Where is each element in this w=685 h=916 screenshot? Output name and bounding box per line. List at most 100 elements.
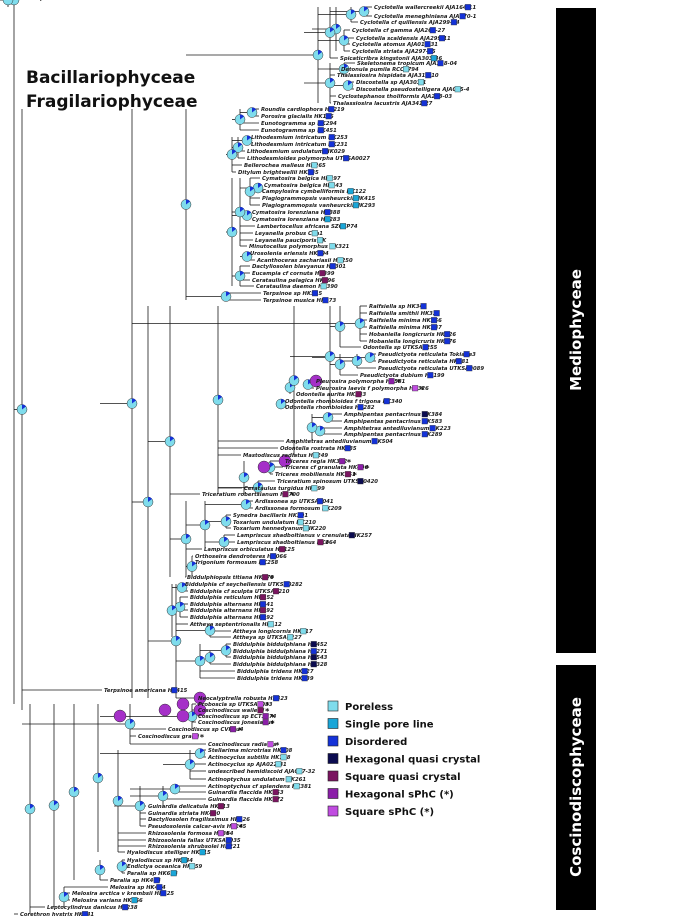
sphc-asterisk: * [270, 719, 275, 728]
ancestral-state-wedge [132, 398, 136, 404]
taxon-tip: Lampriscus shadboltianus v crenulata HK2… [237, 532, 372, 539]
taxon-tip: Porosira glacialis HK115 [261, 113, 334, 120]
taxon-tip: Pseudictyota reticulata HK281 [378, 358, 469, 365]
taxon-label: Ralfsiella sp HK341 [369, 304, 427, 310]
taxon-tip: Cymatosira lorenziana HK283 [252, 216, 341, 223]
taxon-tip: Terpsinoe americana HK415 [104, 687, 188, 694]
legend-swatch [327, 770, 339, 782]
nanostructure-swatch [352, 195, 359, 202]
ancestral-state-wedge [232, 227, 236, 232]
nanostructure-swatch [355, 391, 362, 398]
taxon-tip: Lampriscus orbiculatus HK125 [204, 546, 295, 553]
taxon-tip: Biddulphia alternans HK541 [190, 601, 274, 608]
nanostructure-swatch [322, 148, 329, 155]
taxon-label: Biddulphia alternans HK592 [190, 608, 274, 614]
sphc-ancestral-pie [309, 374, 323, 388]
nanostructure-swatch [322, 505, 329, 512]
nanostructure-swatch [259, 614, 266, 621]
nanostructure-swatch [317, 539, 324, 546]
taxon-label: Hobaniella longicruris HK576 [369, 339, 456, 345]
legend-swatch [327, 753, 339, 764]
taxon-label: Biddulphia cf seychellensis UTKSA0282 [185, 582, 303, 588]
nanostructure-swatch [427, 48, 434, 55]
ancestral-state-wedge [247, 210, 251, 216]
nanostructure-swatch [310, 641, 317, 648]
taxon-tip: Cyclotella atomus AJA010-31 [352, 41, 438, 48]
taxon-tip: Plagiogrammopsis vanheurckii HK415 [262, 195, 376, 202]
title-line-1: Bacillariophyceae [26, 68, 195, 88]
ancestral-state-wedge [140, 801, 144, 806]
nanostructure-swatch [160, 890, 167, 897]
nanostructure-swatch [321, 277, 328, 284]
taxon-tip: Proboscia sp UTKSA0033* [198, 701, 273, 710]
ancestral-state-wedge [281, 399, 285, 404]
taxon-label: Lithodesmioides polymorpha UTKSA0027 [247, 156, 370, 162]
taxon-tip: Attheya longicornis HK317 [232, 628, 313, 635]
taxon-tip: Triceratium spinosum UTKSA0420 [277, 478, 378, 485]
taxon-label: Attheya sp UTKSA0227 [232, 635, 302, 641]
ancestral-state-wedge [22, 404, 26, 410]
nanostructure-swatch [296, 768, 303, 775]
taxon-label: Ardissonea sp UTKSA0041 [254, 499, 334, 505]
taxon-label: Biddulphia cf sculpta UTKSA0210 [190, 589, 290, 595]
ancestral-state-wedge [54, 800, 58, 806]
taxon-label: Biddulphia reticulum HK252 [190, 595, 274, 601]
mediophyceae-band-bg [556, 8, 596, 653]
taxon-label: Spicaticribra kingstonii AJA303-46 [340, 56, 442, 62]
taxon-tip: Eunotogramma sp HK294 [261, 120, 337, 127]
taxon-label: Odontella aurita HK333 [296, 392, 367, 398]
taxon-label: Rhizosolenia shrubsolei HK221 [148, 844, 240, 850]
nanostructure-swatch [267, 621, 274, 628]
sphc-asterisk: * [353, 471, 358, 480]
taxon-label: Guinardia delicatula HK613 [148, 804, 230, 810]
taxon-tip: Skeletonema tropicum AJA358-04 [357, 60, 457, 67]
taxon-tip: Pseudictyota reticulata Tokiane3 [378, 351, 476, 358]
nanostructure-swatch [344, 445, 351, 452]
taxon-label: Mastodiscus radiatus HK249 [243, 453, 328, 459]
coscinodiscophyceae-band-bg [556, 665, 596, 910]
sphc-asterisk: * [396, 378, 401, 387]
taxon-tip: Rhizosolenia shrubsolei HK221 [148, 843, 240, 850]
taxon-label: Acanthoceras zachariasii HK250 [256, 258, 353, 264]
taxon-label: Cymatosira belgica HK343 [264, 183, 343, 189]
nanostructure-swatch [421, 100, 428, 107]
taxon-tip: Leyanella pauciporis SK [255, 237, 327, 244]
taxon-tip: Amphipentas pentacrinus HK583 [343, 418, 443, 425]
nanostructure-swatch [275, 761, 282, 768]
taxon-tip: Leyanella probus Can1 [255, 230, 323, 237]
taxon-label: Rhizosolenia fallax UTKSA0035 [148, 838, 241, 844]
taxon-tip: Amphitetras antediluvianum HK504 [285, 438, 393, 445]
ancestral-state-wedge [98, 773, 102, 778]
nanostructure-swatch [328, 141, 335, 148]
taxon-label: Melosira varians HK266 [72, 898, 143, 904]
taxon-label: Discostella pseudostelligera AJA075-4 [356, 87, 470, 93]
nanostructure-swatch [231, 823, 238, 830]
taxon-tip: Toxarium undulatum HK210 [233, 519, 316, 526]
nanostructure-swatch [450, 19, 457, 26]
nanostructure-swatch [311, 230, 318, 237]
nanostructure-swatch [339, 458, 346, 465]
taxon-tip: Biddulphia biddulphiana HK271 [233, 648, 328, 655]
nanostructure-swatch [444, 331, 451, 338]
taxon-tip: Cyclotella cf quillensis AJA299-14 [360, 19, 460, 26]
taxon-tip: Amphipentas pentacrinus HK289 [343, 431, 443, 438]
taxon-tip: Eunotogramma sp HK451 [261, 127, 337, 134]
taxon-label: Thalassiosira hispidata AJA318-10 [337, 73, 439, 79]
taxon-tip: Stellarima microtrias HK108 [208, 747, 293, 754]
ancestral-state-wedge [340, 359, 344, 365]
taxon-tip: Biddulphia biddulphiana HK543 [233, 654, 328, 661]
taxon-label: Corethron hystrix HK241 [20, 912, 94, 916]
taxon-tip: Melosira sp HK404 [110, 884, 166, 891]
nanostructure-swatch [433, 310, 440, 317]
sphc-asterisk: * [226, 830, 231, 839]
taxon-tip: Biddulphia biddulphiana HK452 [233, 641, 328, 648]
ancestral-state-wedge [226, 645, 230, 651]
taxon-label: Biddulphia alternans HK292 [190, 615, 274, 621]
taxon-tip: Cyclotella meneghiniana AJA170-1 [374, 13, 477, 20]
sphc-asterisk: * [365, 464, 370, 473]
taxon-label: Orthoseira dendroteres HK066 [195, 554, 287, 560]
nanostructure-swatch [217, 830, 224, 837]
taxon-tip: Paralia sp HK618 [127, 870, 178, 877]
nanostructure-swatch [301, 675, 308, 682]
